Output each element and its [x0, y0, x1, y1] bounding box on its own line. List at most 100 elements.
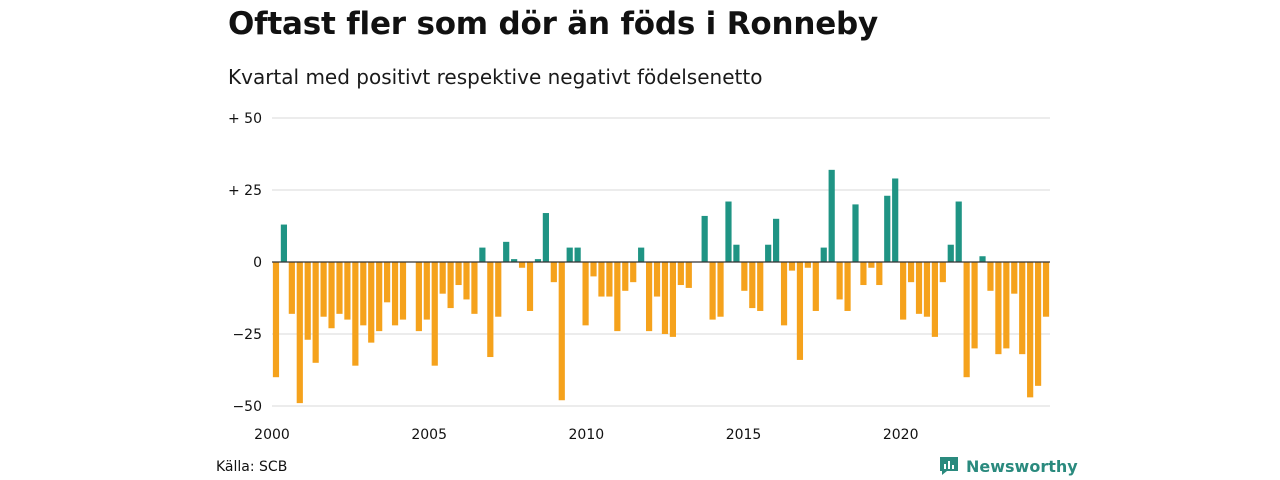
bar-2023-q4	[1027, 262, 1034, 398]
y-tick-label: 0	[253, 255, 262, 271]
bar-2019-q1	[876, 262, 883, 286]
x-tick-label: 2010	[569, 427, 605, 443]
x-tick-label: 2020	[883, 427, 919, 443]
brand-logo: Newsworthy	[938, 455, 1078, 477]
bar-2018-q3	[860, 262, 867, 286]
bar-2010-q2	[598, 262, 605, 297]
bar-2016-q2	[788, 262, 796, 271]
bar-2016-q1	[780, 262, 788, 326]
bar-2009-q2	[566, 247, 573, 262]
y-tick-label: + 50	[228, 111, 262, 127]
bar-2018-q1	[844, 262, 851, 311]
bar-2002-q2	[344, 262, 351, 320]
bar-2014-q4	[741, 262, 748, 291]
chart-subtitle: Kvartal med positivt respektive negativt…	[228, 65, 763, 89]
bar-2011-q1	[622, 262, 629, 291]
bar-2022-q2	[979, 256, 986, 262]
bar-2009-q1	[558, 262, 565, 401]
source-note: Källa: SCB	[216, 459, 288, 475]
bar-2023-q3	[1019, 262, 1026, 355]
x-tick-label: 2000	[254, 427, 290, 443]
bar-2021-q1	[939, 262, 946, 283]
bar-2004-q4	[423, 262, 430, 320]
bar-2011-q4	[645, 262, 653, 332]
bar-2014-q1	[717, 262, 724, 317]
bar-2022-q1	[971, 262, 978, 349]
bar-2021-q3	[955, 201, 962, 262]
bar-2006-q2	[471, 262, 478, 314]
bar-2022-q3	[987, 262, 994, 291]
bar-2015-q3	[765, 244, 772, 262]
bar-2002-q3	[352, 262, 359, 366]
chart-title: Oftast fler som dör än föds i Ronneby	[228, 6, 879, 42]
bar-2001-q3	[320, 262, 327, 317]
bar-2021-q4	[963, 262, 970, 378]
bar-2004-q1	[399, 262, 407, 320]
bar-2014-q2	[725, 201, 732, 262]
bar-2021-q2	[947, 244, 954, 262]
bar-2015-q2	[757, 262, 764, 311]
bar-2017-q1	[812, 262, 819, 311]
bar-2006-q3	[479, 247, 486, 262]
bar-2003-q2	[376, 262, 383, 332]
bar-2005-q4	[455, 262, 462, 286]
bar-2005-q2	[439, 262, 446, 294]
bar-2015-q1	[749, 262, 756, 309]
bar-2005-q1	[431, 262, 438, 366]
y-tick-label: + 25	[228, 183, 262, 199]
bar-2013-q1	[685, 262, 692, 288]
bar-2013-q4	[709, 262, 716, 320]
bar-2011-q3	[638, 247, 645, 262]
bar-2018-q4	[868, 262, 875, 268]
bar-2007-q3	[511, 259, 518, 262]
bars	[272, 169, 1050, 404]
bar-2017-q3	[828, 169, 835, 262]
bar-2001-q2	[312, 262, 319, 363]
bar-2024-q2	[1042, 262, 1050, 317]
newsworthy-logo-icon	[940, 457, 958, 475]
bar-2020-q3	[923, 262, 931, 317]
bar-2020-q2	[915, 262, 923, 314]
bar-2012-q2	[661, 262, 669, 334]
y-tick-label: −50	[232, 399, 262, 415]
bar-2010-q1	[590, 262, 597, 277]
bar-2019-q4	[900, 262, 907, 320]
bar-2004-q3	[415, 262, 422, 332]
bar-2007-q1	[495, 262, 502, 317]
bar-2019-q3	[892, 178, 899, 262]
bar-2020-q4	[931, 262, 938, 337]
bar-2003-q4	[391, 262, 399, 326]
bar-2023-q1	[1003, 262, 1010, 349]
bar-2006-q1	[463, 262, 470, 300]
bar-2008-q3	[542, 213, 549, 262]
bar-2012-q4	[677, 262, 684, 286]
bar-2000-q1	[272, 262, 280, 378]
bar-2012-q1	[653, 262, 661, 297]
bar-2017-q2	[820, 247, 827, 262]
bar-2015-q4	[773, 218, 780, 262]
bar-2003-q3	[384, 262, 391, 303]
bar-2020-q1	[907, 262, 915, 283]
bar-2000-q4	[296, 262, 303, 404]
bar-2008-q2	[534, 259, 542, 262]
bar-2019-q2	[884, 195, 891, 262]
bar-2001-q4	[328, 262, 335, 329]
bar-2018-q2	[852, 204, 859, 262]
bar-2009-q4	[582, 262, 589, 326]
bar-2013-q3	[701, 215, 708, 262]
bar-2008-q1	[526, 262, 534, 311]
x-tick-label: 2005	[411, 427, 447, 443]
bar-2016-q3	[796, 262, 804, 360]
bar-2024-q1	[1034, 262, 1042, 386]
y-tick-label: −25	[232, 327, 262, 343]
bar-2011-q2	[630, 262, 637, 283]
bar-2002-q1	[336, 262, 343, 314]
bar-2014-q3	[733, 244, 740, 262]
bar-2022-q4	[995, 262, 1002, 355]
bar-2023-q2	[1011, 262, 1018, 294]
bar-2010-q4	[614, 262, 621, 332]
bar-2000-q3	[288, 262, 295, 314]
bar-2012-q3	[669, 262, 677, 337]
axes: + 50 + 25 0 −25 −50 2000 2005 2010 2015 2020	[228, 111, 1050, 443]
bar-2007-q2	[503, 241, 510, 262]
